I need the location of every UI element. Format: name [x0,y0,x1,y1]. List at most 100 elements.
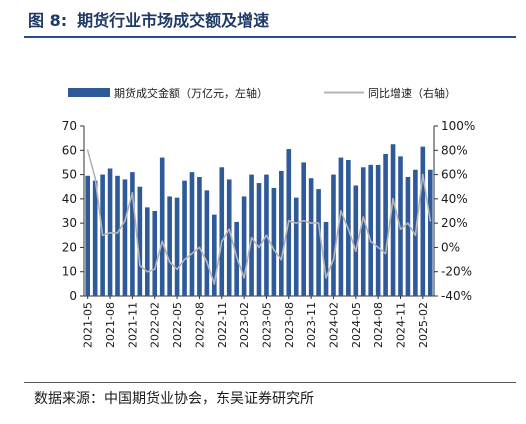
growth-point-2023-02 [243,276,246,279]
left-tick-label: 0 [69,289,77,303]
figure-title: 图 8: 期货行业市场成交额及增速 [28,6,516,32]
bar-2022-07 [189,172,195,296]
bar-2022-05 [174,197,180,296]
legend-label-line: 同比增速（右轴） [368,86,456,100]
x-tick-label: 2023-02 [238,302,251,348]
bar-2021-10 [122,179,128,296]
growth-point-2023-03 [250,236,253,239]
growth-point-2023-05 [265,234,268,237]
x-tick-label: 2022-02 [149,302,162,348]
bar-2022-04 [167,196,172,296]
growth-point-2021-05 [86,149,89,152]
legend: 期货成交金额（万亿元，左轴） 同比增速（右轴） [68,86,456,100]
growth-point-2024-03 [340,210,342,212]
bar-2023-07 [279,170,284,296]
x-tick-label: 2024-11 [395,302,408,348]
growth-point-2022-07 [191,252,193,255]
source-note: 数据来源：中国期货业协会，东吴证券研究所 [34,391,314,407]
bar-2023-04 [256,183,262,296]
axes [80,125,438,299]
growth-point-2023-11 [310,222,313,225]
x-tick-label: 2022-05 [171,302,184,348]
growth-point-2023-04 [258,246,260,249]
left-tick-label: 30 [62,216,77,230]
left-tick-label: 40 [62,192,77,206]
bar-2023-02 [241,196,247,296]
x-tick-label: 2023-08 [283,302,296,348]
growth-point-2023-01 [235,256,238,259]
x-tick-label: 2021-11 [126,302,139,348]
x-tick-label: 2023-05 [260,302,273,348]
right-tick-label: -20% [441,265,472,279]
growth-point-2022-12 [228,228,231,231]
legend-swatch-bar [68,88,110,97]
bar-2024-03 [338,157,344,296]
growth-point-2024-05 [354,250,357,252]
left-tick-label: 20 [62,240,77,254]
figure-number: 图 8: [28,11,68,30]
x-tick-label: 2024-02 [328,302,341,348]
bar-2024-02 [331,174,336,296]
right-tick-label: 0% [441,240,460,254]
bar-2024-12 [405,177,411,296]
left-tick-label: 60 [62,143,77,157]
bar-2024-10 [390,144,396,296]
growth-point-2022-05 [176,268,178,271]
left-tick-label: 70 [62,119,77,133]
right-tick-label: 20% [441,216,468,230]
growth-point-2021-12 [138,264,141,267]
bar-2022-12 [226,179,232,296]
title-rule [24,36,516,38]
x-tick-label: 2022-08 [193,302,206,348]
x-tick-label: 2024-05 [350,302,363,348]
source-rule [24,382,516,383]
bar-2021-11 [130,172,135,296]
bar-2023-12 [316,189,321,296]
bar-2024-07 [368,164,374,296]
bar-2022-09 [204,190,210,296]
growth-point-2024-08 [377,246,380,249]
bar-2022-11 [219,167,225,296]
x-tick-label: 2021-08 [104,302,117,348]
right-tick-label: 100% [441,119,475,133]
x-tick-label: 2025-02 [417,302,430,348]
growth-point-2022-01 [146,270,149,273]
bar-2024-06 [360,167,366,296]
figure-title-text: 期货行业市场成交额及增速 [77,11,270,30]
bar-2021-06 [92,180,98,296]
bar-2024-09 [383,153,388,296]
growth-point-2024-09 [384,252,387,255]
legend-label-bar: 期货成交金额（万亿元，左轴） [114,86,268,100]
growth-point-2024-01 [325,276,327,279]
growth-point-2024-11 [399,228,402,231]
growth-point-2024-12 [407,222,409,225]
growth-point-2022-02 [153,268,156,271]
growth-point-2022-11 [220,240,223,243]
bar-2021-12 [137,186,143,296]
growth-point-2023-08 [287,219,290,222]
growth-point-2021-10 [124,219,126,222]
line-series [86,149,432,285]
growth-point-2021-08 [109,231,111,234]
bar-2022-08 [197,177,202,296]
bar-series [85,144,433,296]
bar-2021-09 [115,175,120,296]
bar-2025-02 [420,146,426,296]
bar-2022-10 [212,214,217,296]
growth-point-2024-07 [369,240,372,243]
bar-2023-06 [271,187,277,296]
right-tick-label: 80% [441,143,468,157]
growth-point-2023-10 [302,219,305,222]
bar-2023-11 [308,178,314,296]
left-tick-label: 10 [62,265,77,279]
chart: 期货成交金额（万亿元，左轴） 同比增速（右轴） 0 10 20 30 40 50 60 70 -… [62,86,476,348]
bar-2022-03 [159,157,165,296]
growth-point-2021-09 [116,231,119,234]
growth-point-2025-01 [414,234,417,237]
growth-point-2025-03 [429,219,432,222]
right-tick-label: 60% [441,168,468,182]
left-tick-label: 50 [62,168,77,182]
tick-labels: 0 10 20 30 40 50 60 70 -40% -20% 0% 20% 40% 60% 80% 100… [62,119,476,348]
growth-point-2023-07 [280,258,283,261]
bar-2023-09 [293,197,299,296]
